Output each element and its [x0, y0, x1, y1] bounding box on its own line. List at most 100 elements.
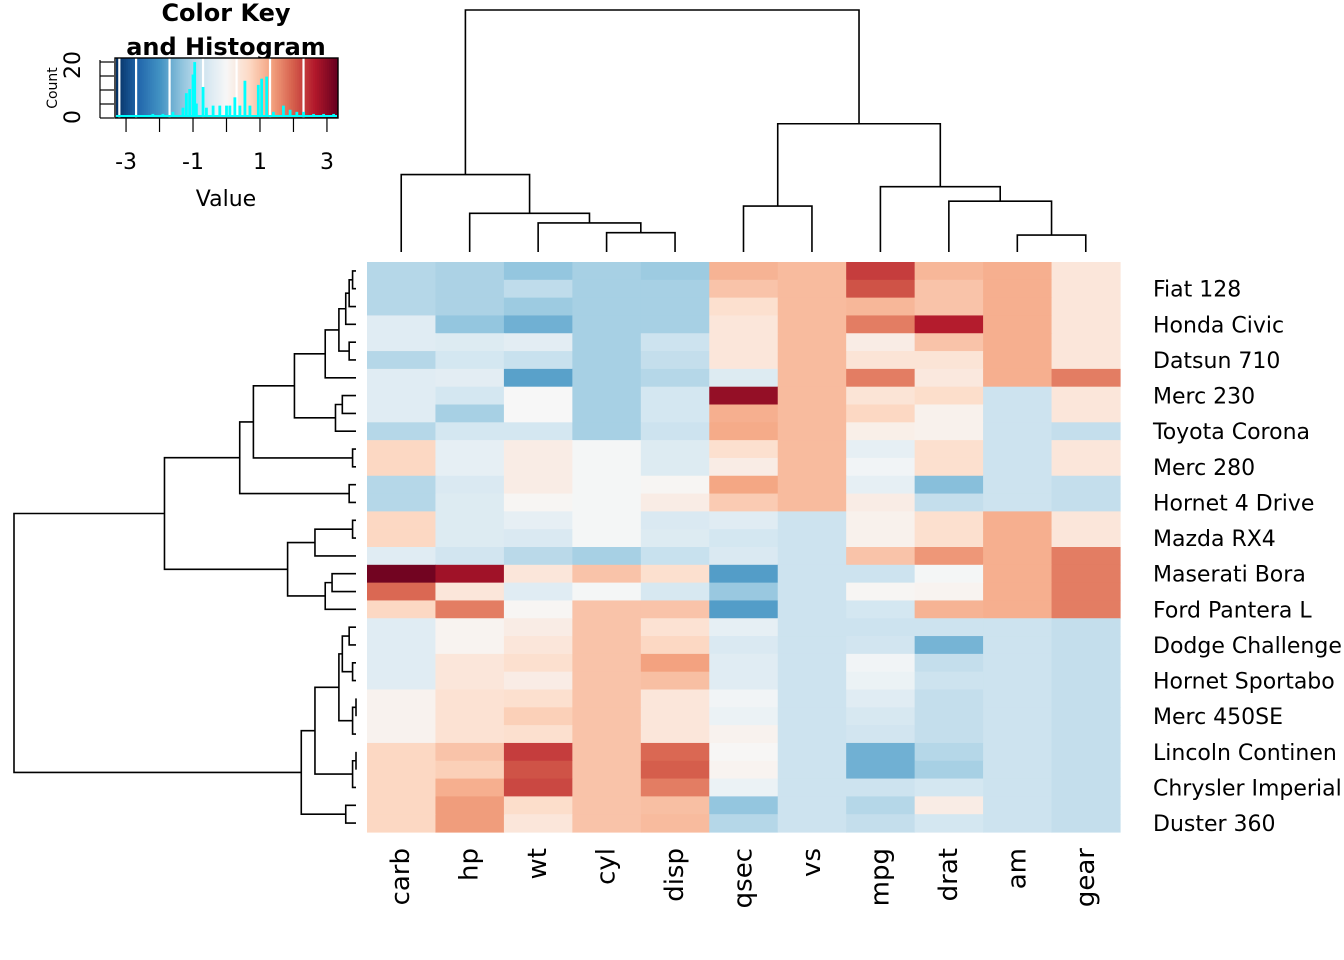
- heatmap-cell: [367, 315, 437, 334]
- color-key-swatch: [262, 58, 266, 118]
- heatmap-cell: [983, 742, 1053, 762]
- heatmap-cell: [1051, 279, 1121, 299]
- heatmap-cell: [640, 582, 710, 602]
- heatmap-cell: [709, 493, 779, 512]
- color-key-swatch: [310, 58, 314, 118]
- histogram-bar: [184, 93, 188, 116]
- color-key-x-tick-label: 3: [320, 150, 334, 175]
- color-key-swatch: [282, 58, 286, 118]
- heatmap-cell: [435, 475, 505, 495]
- column-label: mpg: [865, 848, 895, 906]
- heatmap-cell: [709, 279, 779, 299]
- heatmap-cell: [777, 315, 847, 334]
- color-key-swatch: [294, 58, 298, 118]
- histogram-bar: [265, 76, 269, 116]
- heatmap-cell: [914, 262, 984, 281]
- color-key-swatch: [210, 58, 213, 118]
- heatmap-cell: [435, 778, 505, 797]
- heatmap-cell: [1051, 351, 1121, 370]
- heatmap-cell: [846, 636, 916, 655]
- heatmap-cell: [640, 457, 710, 477]
- heatmap-cell: [435, 457, 505, 477]
- heatmap-cell: [846, 351, 916, 370]
- row-label: Toyota Corona: [1152, 420, 1310, 445]
- heatmap-cell: [914, 636, 984, 655]
- heatmap-cell: [367, 422, 437, 441]
- dendrogram-branch: [351, 519, 356, 539]
- heatmap-cell: [777, 796, 847, 815]
- dendrogram-branch: [341, 394, 356, 415]
- heatmap-cell: [1051, 618, 1121, 637]
- color-key-swatch: [172, 58, 175, 118]
- histogram-bar: [243, 80, 247, 116]
- heatmap-cell: [1051, 297, 1121, 317]
- color-key-swatch: [324, 58, 328, 118]
- column-label: vs: [797, 848, 827, 877]
- heatmap-cell: [777, 600, 847, 619]
- dendrogram-branch: [351, 448, 356, 468]
- heatmap-cell: [503, 707, 573, 726]
- heatmap-cell: [367, 760, 437, 780]
- color-key-swatch: [176, 58, 179, 118]
- heatmap-cell: [914, 814, 984, 833]
- color-key-swatch: [326, 58, 330, 118]
- heatmap-cell: [572, 796, 642, 815]
- heatmap-cell: [640, 707, 710, 726]
- histogram-bar: [193, 62, 197, 116]
- color-key-swatch: [240, 58, 244, 118]
- heatmap-cell: [572, 707, 642, 726]
- heatmap-cell: [1051, 760, 1121, 780]
- heatmap-cell: [777, 493, 847, 512]
- heatmap-cell: [914, 279, 984, 299]
- color-key-swatch: [220, 58, 223, 118]
- histogram-bar: [332, 113, 336, 116]
- heatmap-cell: [846, 618, 916, 637]
- row-label: Hornet Sportabo: [1153, 670, 1335, 695]
- heatmap-cell: [572, 582, 642, 602]
- heatmap-cell: [983, 707, 1053, 726]
- heatmap-cell: [777, 440, 847, 459]
- color-key-swatch: [284, 58, 288, 118]
- heatmap-cell: [640, 671, 710, 691]
- histogram-bar: [238, 105, 242, 116]
- color-key: Color Key and Histogram Count 0 20 -3 -1 1…: [45, 0, 339, 212]
- color-key-swatch: [174, 58, 177, 118]
- heatmap-cell: [709, 760, 779, 780]
- color-key-swatch: [160, 58, 163, 118]
- heatmap-cell: [367, 689, 437, 708]
- heatmap-cell: [914, 511, 984, 530]
- color-key-swatch: [296, 58, 300, 118]
- heatmap-cell: [846, 493, 916, 512]
- heatmap-cell: [435, 618, 505, 637]
- heatmap-cell: [435, 742, 505, 762]
- heatmap-cell: [367, 529, 437, 548]
- heatmap-cell: [572, 636, 642, 655]
- heatmap-cell: [640, 547, 710, 566]
- color-key-swatch: [150, 58, 153, 118]
- color-key-swatch: [258, 58, 262, 118]
- color-key-swatch: [292, 58, 296, 118]
- heatmap-cell: [1051, 707, 1121, 726]
- heatmap-cell: [709, 262, 779, 281]
- dendrogram-branch: [338, 307, 350, 352]
- heatmap-cell: [777, 689, 847, 708]
- heatmap-cell: [503, 386, 573, 406]
- heatmap-cell: [709, 529, 779, 548]
- heatmap-cell: [709, 333, 779, 352]
- heatmap-cell: [983, 475, 1053, 495]
- histogram-bar: [248, 105, 252, 116]
- heatmap-cell: [435, 636, 505, 655]
- column-dendrogram: [400, 9, 1087, 252]
- histogram-bar: [312, 113, 315, 116]
- heatmap-cell: [846, 742, 916, 762]
- color-key-swatch: [328, 58, 332, 118]
- heatmap-cell: [572, 315, 642, 334]
- heatmap-cell: [846, 529, 916, 548]
- heatmap-cell: [640, 796, 710, 815]
- heatmap-cell: [1051, 404, 1121, 423]
- color-key-swatch: [216, 58, 219, 118]
- heatmap-cell: [572, 279, 642, 299]
- heatmap-cell: [709, 742, 779, 762]
- color-key-gradient: [116, 58, 338, 118]
- color-key-swatch: [316, 58, 320, 118]
